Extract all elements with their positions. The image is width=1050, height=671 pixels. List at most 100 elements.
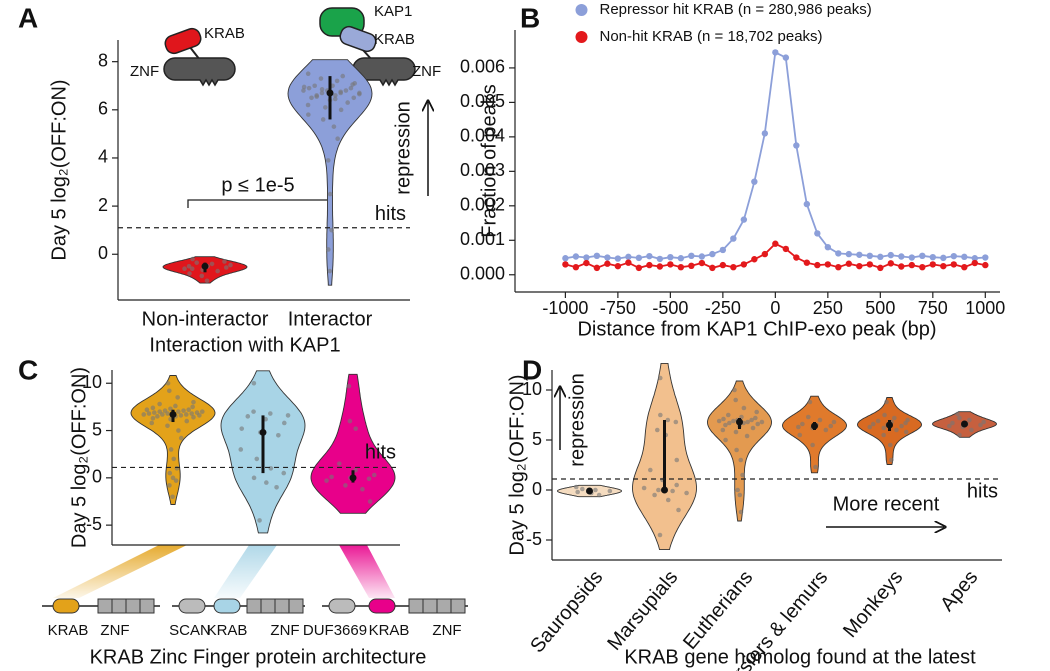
data-point	[173, 478, 179, 483]
median	[961, 420, 968, 428]
data-point	[831, 419, 837, 425]
violin	[782, 395, 847, 474]
data-point	[881, 425, 887, 431]
y-tick-label: 0	[98, 243, 108, 263]
data-point	[165, 423, 170, 429]
series-point	[940, 262, 947, 270]
y-axis-label: Day 5 log₂(OFF:ON)	[506, 374, 528, 555]
threshold-label: hits	[365, 442, 396, 464]
data-point	[181, 408, 186, 413]
data-point	[737, 492, 743, 498]
x-axis-label: KRAB gene homolog found at the latest	[624, 646, 976, 668]
series-point	[667, 261, 674, 268]
data-point	[257, 518, 262, 523]
data-point	[325, 158, 331, 163]
data-point	[186, 407, 191, 413]
data-point	[867, 424, 873, 430]
series-point	[593, 264, 601, 272]
domain-label: KRAB	[207, 622, 248, 639]
y-tick-label: 0.005	[460, 91, 505, 111]
series-point	[982, 254, 989, 261]
znf-domain	[274, 598, 290, 614]
series-point	[751, 178, 758, 185]
data-point	[171, 456, 177, 462]
data-point	[327, 191, 333, 197]
series-point	[740, 261, 748, 268]
data-point	[360, 486, 365, 492]
y-tick-label: 0.004	[460, 126, 505, 146]
data-point	[239, 426, 245, 431]
series-point	[740, 216, 748, 223]
data-point	[733, 429, 739, 435]
data-point	[306, 85, 312, 91]
data-point	[721, 416, 726, 422]
data-point	[324, 478, 329, 483]
beam	[214, 545, 277, 598]
y-tick-label: -5	[526, 529, 542, 549]
data-point	[182, 266, 187, 272]
data-point	[573, 484, 579, 490]
series-point	[803, 200, 811, 208]
y-axis-label: Fraction of peaks	[478, 84, 500, 237]
data-point	[800, 421, 805, 427]
data-point	[170, 475, 176, 481]
data-point	[350, 82, 355, 87]
data-point	[731, 418, 736, 424]
data-point	[150, 415, 156, 421]
data-point	[155, 414, 160, 419]
series-point	[656, 255, 664, 263]
x-axis-label: Distance from KAP1 ChIP-exo peak (bp)	[577, 318, 936, 340]
data-point	[654, 427, 660, 433]
series-point	[898, 253, 905, 260]
y-tick-label: 5	[92, 419, 102, 439]
data-point	[732, 387, 737, 393]
data-point	[796, 424, 801, 430]
data-point	[665, 497, 671, 503]
series-point	[562, 255, 569, 262]
data-point	[268, 466, 274, 471]
data-point	[759, 419, 765, 425]
domain-label: SCAN	[169, 622, 211, 639]
data-point	[320, 117, 326, 122]
data-point	[745, 419, 750, 425]
series-point	[877, 253, 884, 261]
arrow-label: repression	[566, 373, 588, 466]
data-point	[301, 88, 306, 93]
data-point	[735, 487, 740, 493]
median	[736, 418, 743, 426]
znf-domain	[260, 598, 276, 614]
series-point	[562, 261, 569, 268]
data-point	[274, 484, 279, 490]
krab-domain	[213, 598, 241, 614]
domain-label: ZNF	[270, 622, 299, 639]
series-point	[719, 261, 727, 269]
data-point	[178, 435, 184, 441]
series-point	[635, 264, 643, 272]
series-point	[950, 261, 958, 268]
x-tick-label: 1000	[965, 298, 1005, 318]
beams	[53, 545, 395, 598]
data-point	[329, 474, 334, 480]
series-point	[845, 250, 853, 258]
data-point	[957, 432, 962, 438]
series-point	[782, 245, 790, 253]
data-point	[346, 383, 352, 389]
series-point	[677, 255, 685, 262]
series-point	[646, 261, 653, 269]
median	[811, 422, 818, 430]
data-point	[318, 76, 324, 81]
data-point	[141, 412, 147, 417]
data-point	[174, 466, 180, 471]
data-point	[178, 413, 184, 418]
series-point	[877, 264, 884, 272]
data-point	[215, 268, 220, 274]
data-point	[648, 467, 653, 473]
x-tick-label: 750	[918, 298, 948, 318]
data-point	[641, 485, 647, 491]
series-point	[982, 261, 989, 269]
data-point	[353, 426, 359, 431]
data-point	[194, 260, 199, 265]
series-point	[583, 254, 590, 261]
data-point	[875, 418, 881, 424]
series-point	[761, 130, 769, 137]
